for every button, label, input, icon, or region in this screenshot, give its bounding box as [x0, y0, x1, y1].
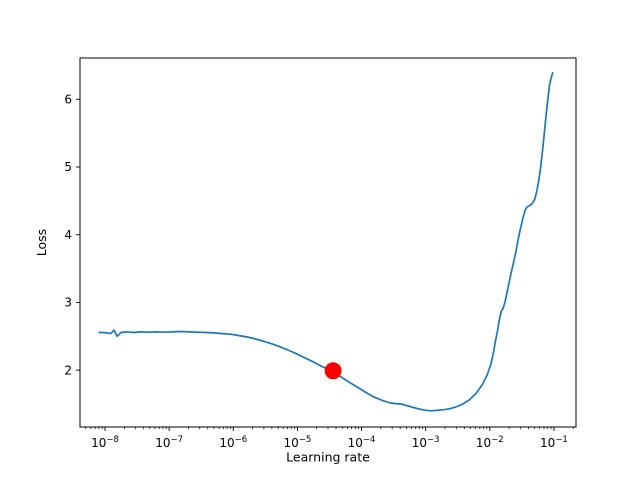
x-tick-label: 10−6	[219, 435, 247, 450]
x-tick-label: 10−8	[91, 435, 119, 450]
x-tick-label: 10−3	[412, 435, 440, 450]
x-tick-label: 10−4	[348, 435, 376, 450]
y-tick-label: 6	[64, 93, 72, 107]
loss-curve	[98, 72, 554, 412]
y-tick-label: 3	[64, 296, 72, 310]
x-tick-label: 10−1	[540, 435, 568, 450]
y-axis-label: Loss	[34, 229, 49, 256]
x-tick-label: 10−7	[155, 435, 183, 450]
suggested-lr-marker	[324, 362, 342, 380]
x-tick-label: 10−5	[284, 435, 312, 450]
x-tick-label: 10−2	[476, 435, 504, 450]
y-tick-label: 2	[64, 363, 72, 377]
x-axis-label: Learning rate	[286, 450, 370, 465]
plot-border	[79, 57, 577, 428]
y-tick-label: 4	[64, 228, 72, 242]
y-tick-label: 5	[64, 160, 72, 174]
